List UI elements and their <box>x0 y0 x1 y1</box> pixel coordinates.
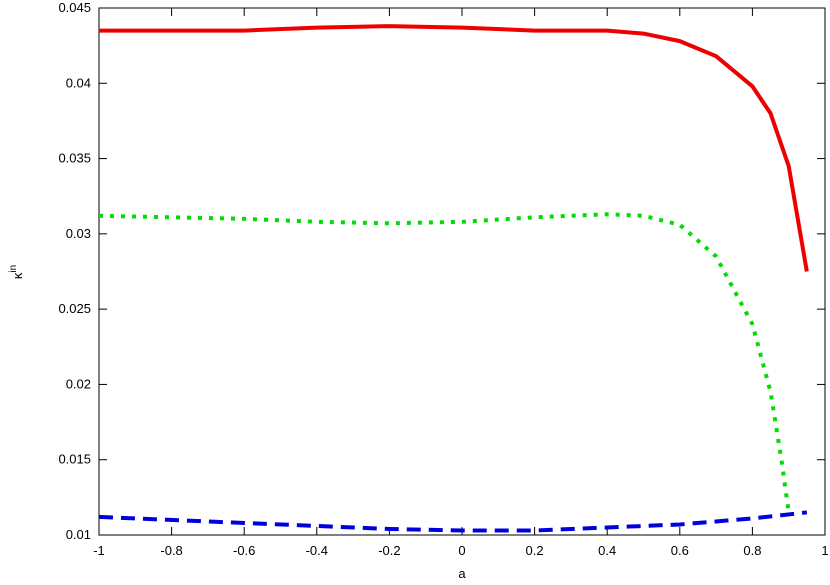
y-tick-label: 0.02 <box>66 376 91 391</box>
x-tick-label: -0.2 <box>378 543 400 558</box>
x-tick-label: 0.2 <box>526 543 544 558</box>
y-tick-label: 0.04 <box>66 75 91 90</box>
y-tick-label: 0.045 <box>58 0 91 15</box>
y-tick-label: 0.015 <box>58 452 91 467</box>
x-tick-label: 0.6 <box>671 543 689 558</box>
line-series <box>98 212 791 513</box>
y-tick-label: 0.035 <box>58 151 91 166</box>
y-axis-label-main: κ <box>10 272 25 279</box>
line-series <box>99 24 809 272</box>
y-tick-label: 0.025 <box>58 301 91 316</box>
x-tick-label: -0.4 <box>306 543 328 558</box>
x-tick-label: 1 <box>821 543 828 558</box>
x-tick-label: 0.4 <box>598 543 616 558</box>
y-tick-label: 0.01 <box>66 527 91 542</box>
x-tick-label: 0.8 <box>743 543 761 558</box>
x-tick-label: -0.6 <box>233 543 255 558</box>
x-axis-label: a <box>458 566 466 581</box>
plot-frame <box>98 7 826 536</box>
x-tick-label: -1 <box>93 543 105 558</box>
y-tick-label: 0.03 <box>66 226 91 241</box>
x-tick-label: -0.8 <box>160 543 182 558</box>
y-axis-label: κin <box>8 265 25 279</box>
y-axis-label-sup: in <box>8 265 19 273</box>
x-tick-label: 0 <box>458 543 465 558</box>
line-series <box>98 510 808 533</box>
